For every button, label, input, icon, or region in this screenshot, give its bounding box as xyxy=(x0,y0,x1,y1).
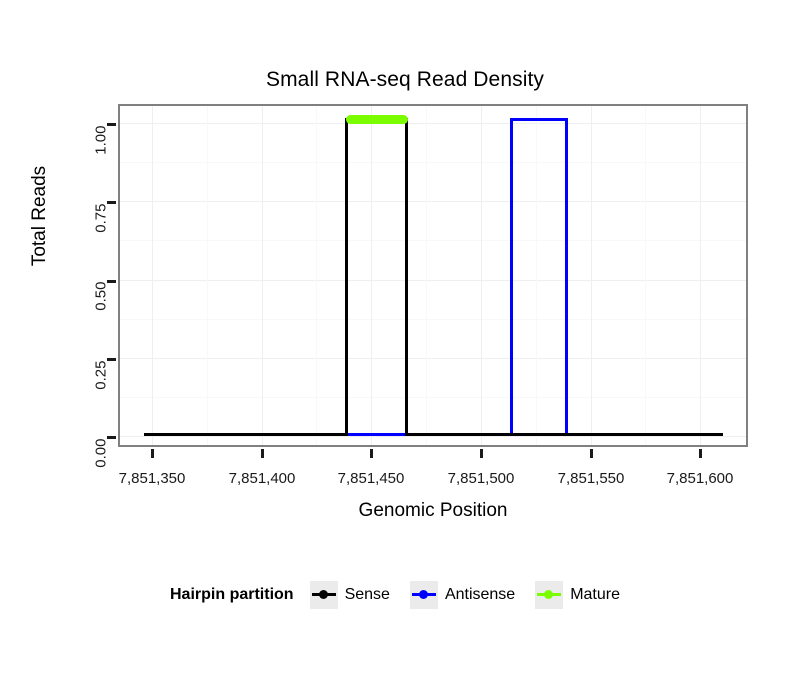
gridline-minor-v-3 xyxy=(536,106,537,445)
y-tick-mark-4 xyxy=(107,123,116,126)
gridline-minor-h-3 xyxy=(120,162,746,163)
x-tick-mark-1 xyxy=(261,449,264,458)
legend-item-antisense[interactable]: Antisense xyxy=(409,581,529,609)
y-tick-mark-3 xyxy=(107,201,116,204)
antisense-plateau xyxy=(510,118,568,121)
legend-key-antisense xyxy=(409,581,438,609)
sense-baseline-left xyxy=(144,433,347,436)
gridline-minor-h-2 xyxy=(120,240,746,241)
gridline-minor-v-1 xyxy=(316,106,317,445)
legend-item-sense[interactable]: Sense xyxy=(309,581,404,609)
sense-baseline-right xyxy=(405,433,723,436)
legend-dot-mature xyxy=(544,590,554,599)
legend-label-mature: Mature xyxy=(570,586,620,603)
gridline-major-h-0 xyxy=(120,436,746,437)
gridline-major-v-2 xyxy=(371,106,372,445)
antisense-rise-edge xyxy=(510,118,513,436)
y-tick-label-3: 0.75 xyxy=(92,203,110,233)
x-tick-label-2: 7,851,450 xyxy=(337,470,405,487)
gridline-major-v-3 xyxy=(481,106,482,445)
plot-panel xyxy=(118,104,748,447)
y-tick-label-1: 0.25 xyxy=(92,360,110,390)
legend-label-sense: Sense xyxy=(344,586,390,603)
x-tick-mark-5 xyxy=(699,449,702,458)
y-tick-mark-2 xyxy=(107,280,116,283)
y-tick-label-0: 0.00 xyxy=(92,438,110,468)
mature-region-bar xyxy=(346,115,408,124)
x-tick-mark-0 xyxy=(151,449,154,458)
legend-dot-antisense xyxy=(418,590,428,599)
antisense-fall-edge xyxy=(565,118,568,436)
y-axis-label: Total Reads xyxy=(29,165,50,267)
gridline-major-h-1 xyxy=(120,358,746,359)
gridline-major-v-5 xyxy=(700,106,701,445)
x-tick-mark-4 xyxy=(590,449,593,458)
legend-item-mature[interactable]: Mature xyxy=(535,581,634,609)
x-tick-label-5: 7,851,600 xyxy=(666,470,734,487)
x-tick-label-3: 7,851,500 xyxy=(447,470,515,487)
y-tick-label-4: 1.00 xyxy=(92,125,110,155)
series-mature xyxy=(120,106,750,449)
x-tick-label-1: 7,851,400 xyxy=(228,470,296,487)
chart-title: Small RNA-seq Read Density xyxy=(265,68,545,91)
legend-key-mature xyxy=(535,581,564,609)
y-tick-label-2: 0.50 xyxy=(92,281,110,311)
gridline-minor-v-4 xyxy=(645,106,646,445)
legend-title: Hairpin partition xyxy=(170,586,294,603)
x-tick-label-0: 7,851,350 xyxy=(118,470,186,487)
gridline-minor-v-0 xyxy=(207,106,208,445)
legend-dot-sense xyxy=(318,590,328,599)
gridline-major-v-0 xyxy=(152,106,153,445)
sense-fall-edge xyxy=(405,118,408,436)
gridline-major-h-3 xyxy=(120,201,746,202)
x-tick-mark-3 xyxy=(480,449,483,458)
x-tick-mark-2 xyxy=(370,449,373,458)
legend-key-sense xyxy=(309,581,338,609)
y-tick-mark-0 xyxy=(107,436,116,439)
x-axis-label: Genomic Position xyxy=(358,500,508,521)
gridline-minor-h-0 xyxy=(120,397,746,398)
gridline-major-h-4 xyxy=(120,123,746,124)
gridline-major-h-2 xyxy=(120,280,746,281)
gridline-minor-v-2 xyxy=(426,106,427,445)
x-tick-label-4: 7,851,550 xyxy=(557,470,625,487)
legend-label-antisense: Antisense xyxy=(444,586,516,603)
chart-legend: Hairpin partition Sense Antisense Mature xyxy=(0,581,810,609)
sense-rise-edge xyxy=(345,118,348,436)
gridline-major-v-1 xyxy=(262,106,263,445)
gridline-major-v-4 xyxy=(591,106,592,445)
y-tick-mark-1 xyxy=(107,358,116,361)
gridline-minor-h-1 xyxy=(120,319,746,320)
